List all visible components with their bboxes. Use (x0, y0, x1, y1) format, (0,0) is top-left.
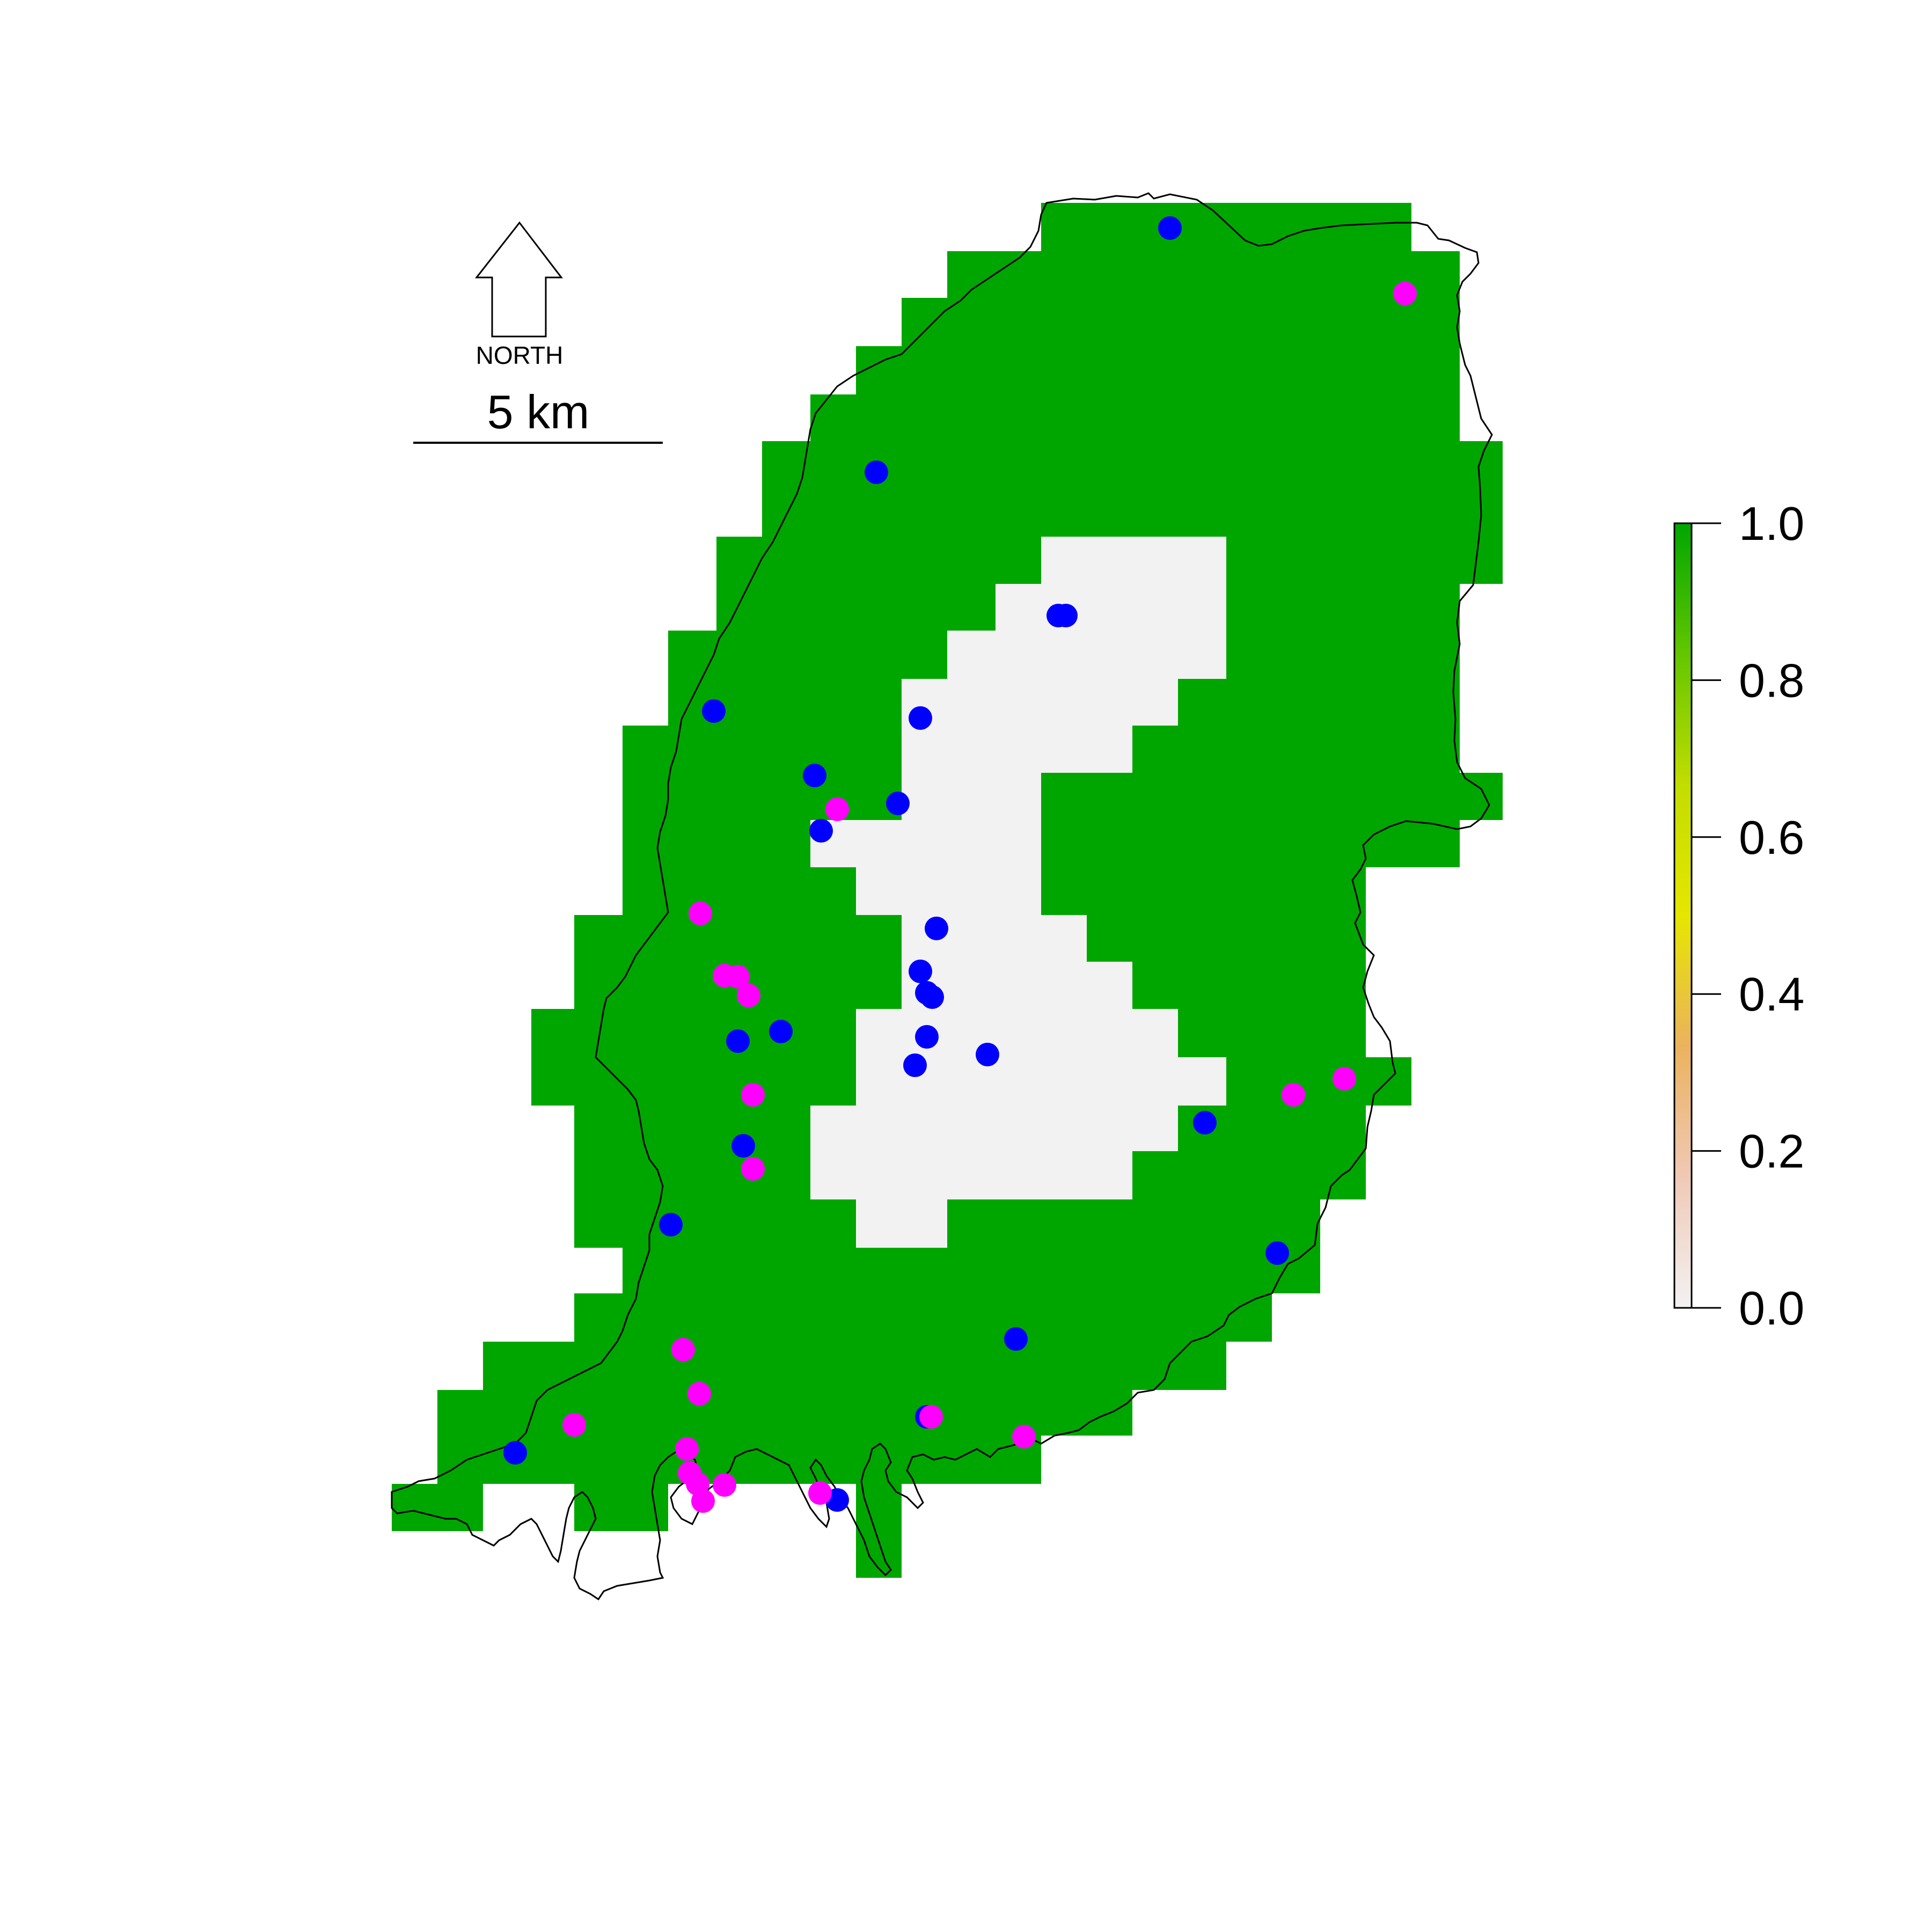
legend-tick-label: 0.0 (1739, 1282, 1804, 1335)
magenta-point (691, 1489, 715, 1513)
legend-colorbar (1673, 522, 1693, 1309)
legend-tick-label: 0.2 (1739, 1125, 1804, 1178)
blue-point (925, 917, 948, 940)
blue-point (886, 792, 910, 815)
coastline (391, 192, 1493, 1601)
legend-tick-label: 0.8 (1739, 654, 1804, 707)
north-arrow: NORTH (474, 221, 564, 369)
blue-point (909, 960, 932, 983)
magenta-point (687, 1382, 711, 1406)
magenta-points (562, 282, 1417, 1513)
legend-ticks: 0.0 0.2 0.4 0.6 0.8 1.0 (1692, 497, 1804, 1335)
legend-tick-label: 0.4 (1739, 968, 1804, 1021)
blue-point (769, 1020, 793, 1043)
legend-tick-label: 1.0 (1739, 497, 1804, 550)
blue-point (1193, 1111, 1217, 1135)
magenta-point (741, 1083, 765, 1107)
magenta-point (1333, 1067, 1356, 1091)
blue-point (1054, 604, 1078, 627)
blue-point (731, 1134, 755, 1158)
magenta-point (825, 797, 849, 821)
blue-points (503, 216, 1289, 1512)
magenta-point (1282, 1083, 1305, 1107)
blue-point (903, 1053, 927, 1077)
magenta-point (808, 1481, 832, 1505)
scale-bar: 5 km (413, 385, 663, 444)
blue-point (920, 985, 944, 1009)
blue-point (1265, 1241, 1289, 1265)
magenta-point (1393, 282, 1417, 305)
magenta-point (919, 1405, 943, 1429)
magenta-point (1012, 1425, 1036, 1448)
blue-point (659, 1213, 683, 1236)
blue-point (976, 1043, 999, 1066)
legend-tick-label: 0.6 (1739, 811, 1804, 864)
blue-point (1004, 1327, 1028, 1351)
magenta-point (671, 1338, 695, 1362)
magenta-point (689, 902, 712, 925)
magenta-point (562, 1413, 586, 1437)
blue-point (915, 1025, 939, 1049)
magenta-point (737, 984, 760, 1007)
blue-point (702, 699, 726, 723)
blue-point (909, 706, 932, 730)
blue-point (503, 1441, 527, 1465)
north-arrow-icon (474, 221, 564, 338)
blue-point (809, 819, 833, 843)
blue-point (1158, 216, 1182, 240)
scale-label: 5 km (487, 385, 590, 438)
blue-point (803, 764, 826, 787)
blue-point (726, 1029, 750, 1053)
color-legend: 0.0 0.2 0.4 0.6 0.8 1.0 (1673, 497, 1804, 1335)
magenta-point (713, 1473, 736, 1497)
magenta-point (726, 965, 750, 989)
magenta-point (675, 1437, 699, 1461)
magenta-point (741, 1157, 765, 1181)
north-label: NORTH (476, 341, 564, 369)
blue-point (865, 460, 888, 484)
